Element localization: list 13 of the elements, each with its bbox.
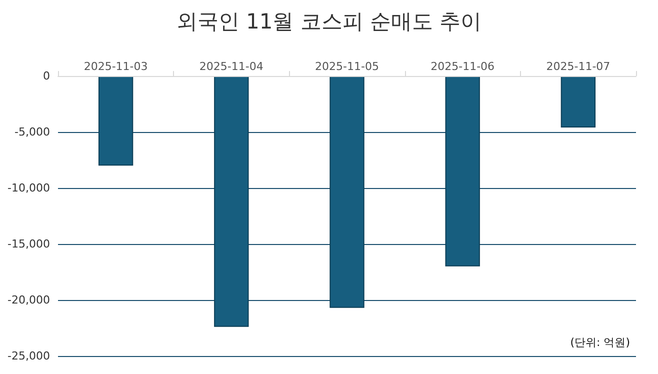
x-tick-label: 2025-11-07 (546, 60, 610, 73)
y-tick-label: -20,000 (8, 294, 50, 306)
y-tick-label: -10,000 (8, 182, 50, 194)
x-tick-label: 2025-11-03 (84, 60, 148, 73)
x-tick-label: 2025-11-04 (199, 60, 264, 73)
y-tick-label: -25,000 (8, 350, 50, 362)
annotation: (단위: 억원) (570, 336, 630, 349)
x-tick-label: 2025-11-06 (430, 60, 495, 73)
y-tick-label: 0 (43, 70, 50, 82)
y-tick-label: -15,000 (8, 238, 50, 250)
y-tick-label: -5,000 (14, 126, 50, 138)
x-tick-label: 2025-11-05 (315, 60, 379, 73)
chart-title: 외국인 11월 코스피 순매도 추이 (176, 10, 482, 34)
